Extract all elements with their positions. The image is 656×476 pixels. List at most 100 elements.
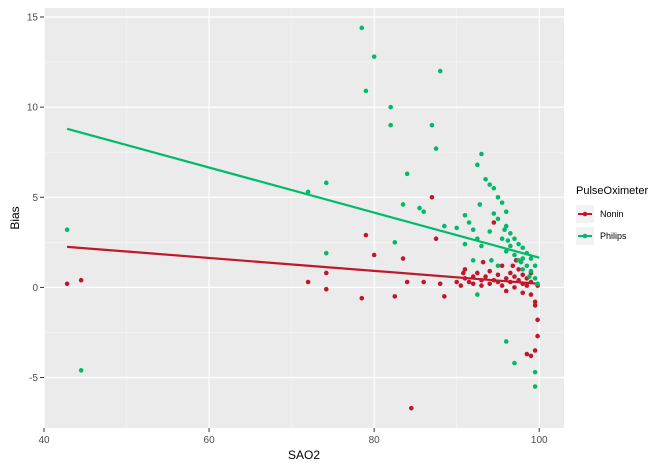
data-point-philips [528, 268, 534, 274]
data-point-nonin [470, 274, 476, 279]
data-point-nonin [524, 283, 530, 288]
data-point-philips [512, 360, 517, 366]
data-point-philips [503, 223, 509, 229]
data-point-nonin [512, 285, 517, 290]
data-point-nonin [305, 279, 311, 285]
data-point-philips [487, 229, 493, 234]
data-point-philips [404, 171, 410, 177]
x-tick-label: 80 [369, 435, 381, 446]
data-point-philips [524, 250, 530, 256]
y-tick-label: 5 [32, 193, 38, 204]
data-point-nonin [499, 283, 505, 288]
fit-lines [66, 127, 540, 285]
data-point-nonin [404, 279, 410, 285]
data-point-philips [323, 180, 329, 186]
data-point-nonin [461, 270, 466, 276]
data-point-philips [532, 369, 538, 375]
data-point-philips [524, 263, 530, 269]
data-point-philips [305, 189, 311, 195]
data-point-philips [363, 88, 369, 94]
data-point-philips [421, 209, 426, 214]
data-point-philips [475, 292, 480, 297]
data-point-nonin [363, 232, 369, 238]
data-point-philips [400, 202, 406, 207]
data-point-philips [505, 238, 511, 243]
data-point-nonin [503, 288, 509, 294]
data-point-philips [499, 200, 505, 205]
data-point-nonin [371, 252, 377, 258]
legend-label-nonin: Nonin [600, 209, 624, 219]
data-point-philips [503, 339, 509, 344]
data-point-philips [532, 384, 538, 389]
data-point-nonin [458, 283, 464, 288]
data-point-nonin [524, 351, 530, 357]
data-point-nonin [483, 274, 488, 279]
data-point-nonin [409, 405, 414, 411]
data-point-philips [489, 258, 494, 263]
data-point-philips [532, 263, 538, 269]
minor-gridlines [44, 8, 564, 428]
data-point-nonin [516, 277, 521, 283]
data-point-philips [371, 54, 377, 59]
data-point-nonin [520, 290, 526, 296]
data-point-philips [388, 104, 393, 110]
data-point-nonin [359, 295, 365, 301]
y-axis-title: Bias [8, 206, 22, 229]
data-point-philips [499, 236, 505, 242]
data-point-philips [520, 267, 526, 272]
data-point-nonin [495, 272, 501, 278]
x-tick-label: 40 [38, 435, 50, 446]
data-point-nonin [454, 279, 459, 285]
data-point-philips [532, 276, 538, 281]
legend-title: PulseOximeter [576, 185, 648, 197]
data-point-philips [454, 225, 459, 231]
data-point-philips [508, 243, 513, 249]
data-point-nonin [535, 333, 540, 339]
data-point-nonin [528, 279, 534, 285]
data-point-philips [518, 259, 524, 265]
data-point-nonin [510, 263, 516, 269]
y-axis-ticks: -5 0 5 10 15 [27, 13, 44, 384]
legend-key-point [582, 211, 588, 217]
data-points [64, 25, 540, 411]
data-point-philips [495, 194, 501, 200]
y-tick-label: 0 [32, 283, 38, 294]
data-point-nonin [535, 317, 540, 323]
data-point-philips [491, 185, 497, 191]
data-point-nonin [487, 268, 493, 274]
data-point-nonin [503, 276, 509, 281]
plot-panel [44, 8, 564, 428]
data-point-philips [417, 205, 422, 211]
data-point-philips [520, 245, 526, 251]
data-point-nonin [470, 281, 476, 287]
data-point-philips [429, 122, 435, 128]
data-point-nonin [532, 348, 538, 353]
data-point-philips [479, 243, 484, 249]
data-point-nonin [508, 270, 513, 276]
data-point-nonin [528, 292, 534, 297]
data-point-nonin [64, 281, 70, 287]
data-point-philips [502, 227, 507, 233]
data-point-philips [520, 256, 526, 261]
data-point-philips [64, 227, 70, 233]
data-point-nonin [323, 270, 329, 276]
legend-key-point [582, 233, 588, 239]
data-point-nonin [480, 259, 486, 265]
data-point-philips [462, 241, 468, 247]
data-point-nonin [429, 194, 435, 200]
data-point-nonin [466, 279, 472, 285]
data-point-philips [528, 256, 534, 261]
data-point-nonin [532, 299, 538, 305]
data-point-nonin [532, 303, 538, 308]
data-point-nonin [462, 276, 468, 281]
x-axis-ticks: 40 60 80 100 [38, 428, 548, 446]
data-point-nonin [499, 263, 505, 269]
fit-line-philips [66, 127, 540, 259]
data-point-philips [512, 252, 517, 258]
data-point-philips [516, 241, 521, 247]
legend-label-philips: Philips [600, 231, 627, 241]
data-point-nonin [475, 270, 480, 276]
data-point-nonin [491, 220, 497, 225]
data-point-philips [470, 227, 476, 233]
